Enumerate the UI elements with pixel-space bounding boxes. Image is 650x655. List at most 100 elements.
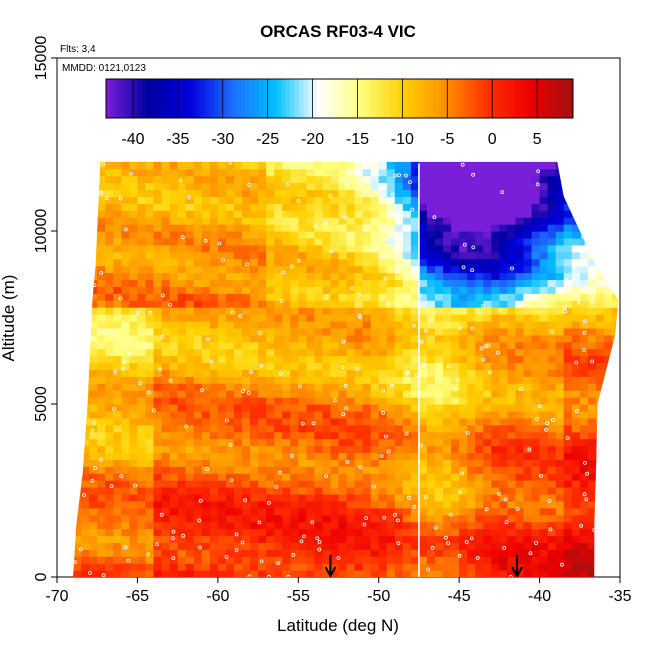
heatmap-cell [233, 528, 243, 537]
heatmap-cell [274, 473, 283, 481]
heatmap-cell [105, 528, 114, 537]
heatmap-cell [370, 231, 380, 239]
heatmap-cell [137, 300, 147, 308]
heatmap-cell [362, 397, 372, 405]
heatmap-cell [137, 175, 147, 184]
heatmap-cell [209, 570, 219, 578]
heatmap-cell [370, 563, 380, 571]
heatmap-cell [177, 189, 187, 197]
observation-point [560, 562, 564, 567]
heatmap-cell [443, 514, 452, 523]
heatmap-cell [475, 189, 484, 197]
heatmap-cell [314, 410, 324, 419]
heatmap-cell [290, 493, 299, 502]
heatmap-cell [443, 189, 452, 197]
heatmap-cell [418, 514, 428, 523]
heatmap-cell [185, 514, 195, 523]
heatmap-cell [129, 362, 139, 370]
heatmap-cell [73, 231, 82, 239]
heatmap-cell [322, 334, 332, 343]
colorbar-segment [308, 79, 314, 118]
heatmap-cell [97, 279, 106, 287]
heatmap-cell [547, 404, 557, 412]
heatmap-cell [443, 376, 452, 384]
heatmap-cell [587, 189, 597, 197]
observation-point [198, 498, 203, 503]
heatmap-cell [418, 161, 428, 170]
heatmap-cell [73, 556, 82, 564]
heatmap-cell [169, 514, 179, 523]
observation-point [389, 383, 394, 388]
heatmap-cell [105, 473, 114, 481]
heatmap-cell [595, 390, 605, 398]
heatmap-cell [603, 279, 613, 287]
heatmap-cell [97, 168, 106, 177]
heatmap-cell [459, 563, 468, 571]
heatmap-cell [499, 293, 508, 301]
heatmap-cell [193, 466, 203, 474]
heatmap-cell [185, 161, 195, 170]
heatmap-cell [587, 542, 597, 550]
heatmap-cell [161, 480, 171, 488]
heatmap-cell [145, 244, 155, 253]
heatmap-cell [523, 293, 533, 301]
heatmap-cell [531, 556, 541, 564]
observation-point [296, 258, 301, 263]
heatmap-cell [137, 362, 147, 370]
heatmap-cell [603, 528, 613, 537]
heatmap-cell [555, 404, 565, 412]
heatmap-cell [611, 320, 619, 329]
heatmap-cell [193, 334, 203, 343]
heatmap-cell [459, 556, 468, 564]
heatmap-cell [475, 404, 484, 412]
heatmap-cell [523, 348, 533, 357]
heatmap-cell [89, 556, 98, 564]
heatmap-cell [145, 480, 155, 488]
heatmap-cell [282, 362, 291, 370]
heatmap-cell [579, 466, 589, 474]
heatmap-cell [370, 224, 380, 232]
heatmap-cell [233, 500, 243, 509]
heatmap-cell [346, 286, 356, 294]
heatmap-cell [555, 570, 565, 578]
heatmap-cell [105, 300, 114, 308]
heatmap-cell [386, 500, 396, 509]
heatmap-cell [587, 521, 597, 530]
heatmap-cell [370, 487, 380, 495]
heatmap-cell [241, 203, 251, 211]
heatmap-cell [563, 272, 573, 281]
x-tick-label: -70 [45, 588, 68, 605]
heatmap-cell [298, 224, 307, 232]
heatmap-cell [595, 459, 605, 467]
heatmap-cell [314, 293, 324, 301]
heatmap-cell [418, 493, 428, 502]
heatmap-cell [475, 445, 484, 454]
heatmap-cell [547, 355, 557, 364]
heatmap-cell [547, 563, 557, 571]
observation-point [323, 220, 328, 225]
heatmap-cell [443, 390, 452, 398]
heatmap-cell [346, 535, 356, 543]
heatmap-cell [233, 493, 243, 502]
heatmap-cell [105, 244, 114, 253]
heatmap-cell [282, 369, 291, 377]
heatmap-cell [611, 376, 619, 384]
heatmap-cell [571, 452, 581, 460]
heatmap-cell [459, 535, 468, 543]
heatmap-cell [282, 196, 291, 204]
heatmap-cell [306, 189, 315, 197]
heatmap-cell [555, 487, 565, 495]
observation-point [504, 520, 509, 525]
heatmap-cell [338, 231, 348, 239]
heatmap-cell [314, 258, 324, 267]
heatmap-cell [595, 320, 605, 329]
heatmap-cell [410, 348, 420, 357]
heatmap-cell [362, 279, 372, 287]
heatmap-cell [306, 521, 315, 530]
heatmap-cell [483, 514, 492, 523]
heatmap-cell [298, 307, 307, 315]
observation-point [343, 383, 348, 388]
heatmap-cell [209, 473, 219, 481]
heatmap-cell [81, 438, 90, 447]
heatmap-cell [386, 438, 396, 447]
